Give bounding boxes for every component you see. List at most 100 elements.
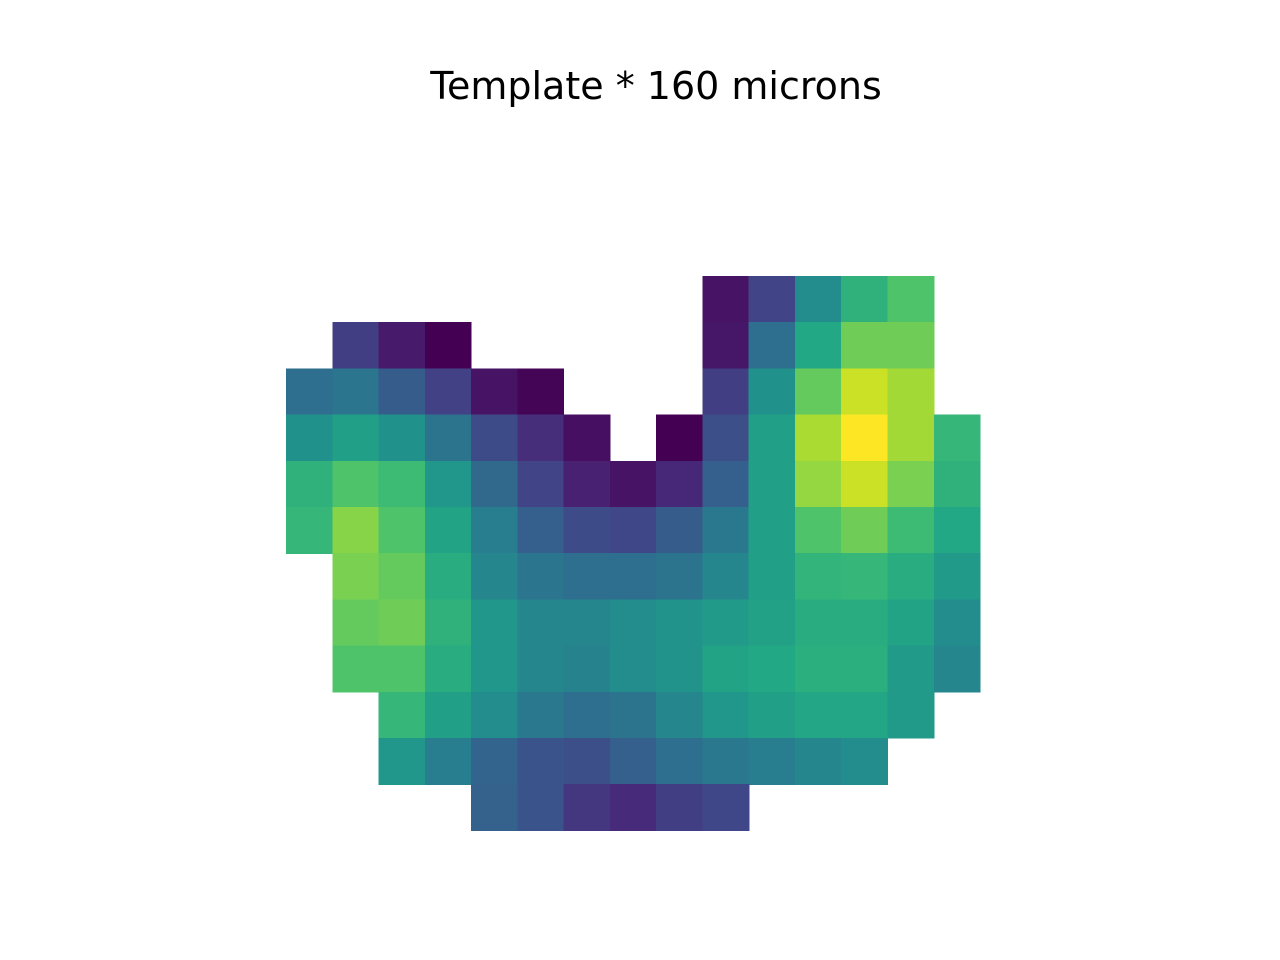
heatmap-cell-r1-c3: [424, 322, 472, 369]
heatmap-cell-r7-c14: [933, 599, 981, 647]
heatmap-cell-r8-c2: [378, 645, 426, 693]
heatmap-cell-r5-c5: [517, 507, 565, 554]
heatmap-cell-r0-c10: [748, 276, 796, 323]
heatmap-cell-r4-c4: [471, 460, 518, 508]
heatmap-cell-r5-c14: [933, 507, 981, 554]
heatmap-cell-r8-c3: [424, 645, 472, 693]
heatmap-cell-r11-c4: [471, 784, 518, 831]
heatmap-cell-r7-c1: [332, 599, 380, 647]
heatmap-cell-r8-c13: [887, 645, 935, 693]
heatmap-cell-r10-c11: [794, 738, 842, 785]
heatmap-cell-r9-c11: [794, 691, 842, 739]
heatmap-cell-r10-c3: [424, 738, 472, 785]
heatmap-cell-r3-c12: [841, 414, 889, 462]
heatmap-cell-r7-c7: [609, 599, 657, 647]
heatmap-cell-r6-c4: [471, 553, 518, 600]
heatmap-cell-r8-c5: [517, 645, 565, 693]
heatmap-cell-r0-c11: [794, 276, 842, 323]
heatmap-cell-r3-c6: [563, 414, 611, 462]
heatmap-cell-r11-c9: [702, 784, 750, 831]
heatmap-cell-r9-c10: [748, 691, 796, 739]
heatmap-cell-r7-c6: [563, 599, 611, 647]
heatmap-cell-r10-c10: [748, 738, 796, 785]
heatmap-cell-r4-c10: [748, 460, 796, 508]
heatmap-cell-r9-c9: [702, 691, 750, 739]
heatmap-cell-r1-c1: [332, 322, 380, 369]
heatmap-cell-r6-c11: [794, 553, 842, 600]
heatmap-cell-r7-c2: [378, 599, 426, 647]
heatmap-cell-r10-c5: [517, 738, 565, 785]
heatmap-cell-r3-c0: [286, 414, 333, 462]
heatmap-cell-r9-c3: [424, 691, 472, 739]
heatmap-cell-r9-c5: [517, 691, 565, 739]
heatmap-cell-r10-c4: [471, 738, 518, 785]
heatmap-cell-r2-c13: [887, 368, 935, 416]
heatmap-cell-r2-c1: [332, 368, 380, 416]
heatmap-cell-r9-c6: [563, 691, 611, 739]
heatmap-cell-r5-c1: [332, 507, 380, 554]
heatmap-cell-r6-c12: [841, 553, 889, 600]
heatmap-cell-r4-c8: [656, 460, 704, 508]
chart-title: Template * 160 microns: [429, 64, 882, 108]
heatmap-cell-r7-c8: [656, 599, 704, 647]
heatmap-cell-r8-c4: [471, 645, 518, 693]
heatmap-cell-r4-c6: [563, 460, 611, 508]
heatmap-cell-r3-c14: [933, 414, 981, 462]
heatmap-cell-r2-c11: [794, 368, 842, 416]
heatmap-cell-r8-c14: [933, 645, 981, 693]
heatmap-cell-r6-c5: [517, 553, 565, 600]
heatmap-cell-r5-c6: [563, 507, 611, 554]
heatmap-cell-r1-c2: [378, 322, 426, 369]
heatmap-cell-r3-c8: [656, 414, 704, 462]
heatmap-cell-r3-c13: [887, 414, 935, 462]
heatmap-cell-r4-c12: [841, 460, 889, 508]
heatmap-cell-r4-c1: [332, 460, 380, 508]
heatmap-cell-r1-c10: [748, 322, 796, 369]
heatmap-cell-r4-c14: [933, 460, 981, 508]
heatmap-cell-r4-c11: [794, 460, 842, 508]
heatmap-cell-r5-c7: [609, 507, 657, 554]
heatmap-cell-r3-c1: [332, 414, 380, 462]
heatmap-cell-r9-c4: [471, 691, 518, 739]
heatmap-cell-r2-c9: [702, 368, 750, 416]
heatmap-cell-r5-c3: [424, 507, 472, 554]
heatmap-cell-r5-c11: [794, 507, 842, 554]
heatmap-cell-r3-c9: [702, 414, 750, 462]
heatmap-cell-r4-c0: [286, 460, 333, 508]
heatmap-cell-r8-c9: [702, 645, 750, 693]
heatmap-cell-r9-c2: [378, 691, 426, 739]
heatmap-cell-r5-c8: [656, 507, 704, 554]
heatmap-cell-r3-c4: [471, 414, 518, 462]
heatmap-cell-r3-c2: [378, 414, 426, 462]
heatmap-cell-r2-c2: [378, 368, 426, 416]
heatmap-cell-r6-c2: [378, 553, 426, 600]
heatmap-cell-r6-c3: [424, 553, 472, 600]
heatmap-cell-r7-c13: [887, 599, 935, 647]
heatmap-cell-r5-c2: [378, 507, 426, 554]
heatmap-cell-r5-c0: [286, 507, 333, 554]
heatmap-cell-r5-c4: [471, 507, 518, 554]
heatmap-cell-r7-c3: [424, 599, 472, 647]
heatmap-cell-r11-c7: [609, 784, 657, 831]
heatmap-cell-r10-c7: [609, 738, 657, 785]
heatmap-cell-r0-c9: [702, 276, 750, 323]
heatmap-cell-r5-c9: [702, 507, 750, 554]
heatmap-cell-r9-c13: [887, 691, 935, 739]
heatmap-cell-r9-c8: [656, 691, 704, 739]
heatmap-cell-r3-c5: [517, 414, 565, 462]
heatmap-cell-r6-c1: [332, 553, 380, 600]
heatmap-cell-r10-c2: [378, 738, 426, 785]
heatmap-cell-r4-c2: [378, 460, 426, 508]
heatmap-cell-r2-c12: [841, 368, 889, 416]
heatmap-cell-r2-c5: [517, 368, 565, 416]
heatmap-cell-r9-c7: [609, 691, 657, 739]
heatmap-cell-r6-c7: [609, 553, 657, 600]
heatmap-cell-r7-c5: [517, 599, 565, 647]
heatmap-cell-r6-c6: [563, 553, 611, 600]
heatmap-cell-r8-c8: [656, 645, 704, 693]
heatmap-cell-r10-c9: [702, 738, 750, 785]
heatmap-cell-r4-c9: [702, 460, 750, 508]
heatmap-cell-r2-c10: [748, 368, 796, 416]
heatmap-cell-r11-c6: [563, 784, 611, 831]
